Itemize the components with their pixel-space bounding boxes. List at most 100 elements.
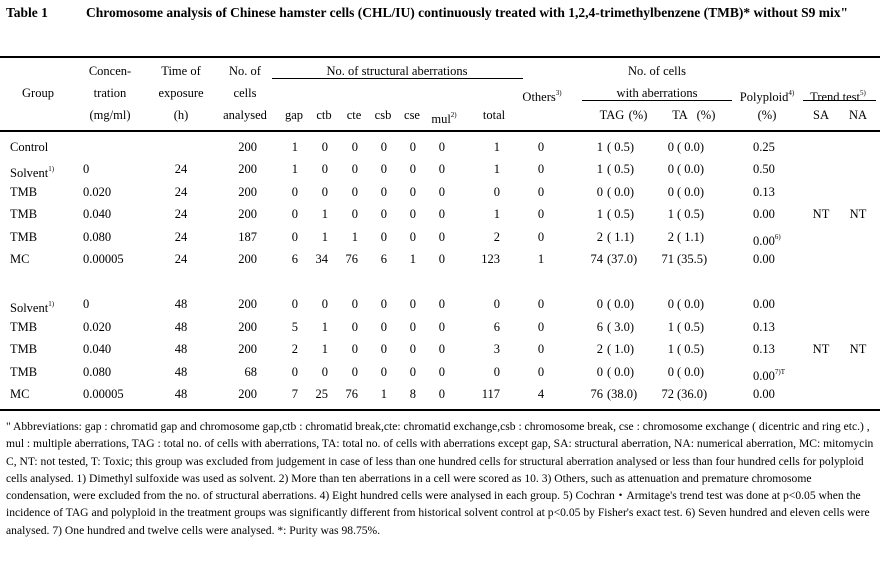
cell-polyploid: 0.13 — [753, 320, 775, 334]
footnote-marker: 6) — [774, 233, 781, 241]
cell-group: Solvent1) — [10, 165, 55, 180]
bottom-rule — [0, 409, 880, 411]
cell-time: 48 — [174, 297, 188, 311]
cell-tag-pct: ( 0.0) — [607, 365, 635, 379]
cell-time: 48 — [174, 365, 188, 379]
cell-cells-analysed: 187 — [238, 230, 257, 244]
cell-cells-analysed: 200 — [238, 387, 257, 401]
structural-span-line — [272, 78, 523, 79]
cell-group: Control — [10, 140, 49, 154]
cell-group: TMB — [10, 342, 38, 356]
cell-gap: 1 — [291, 140, 298, 154]
header-ab-col: (%) — [696, 108, 716, 122]
cell-cells-analysed: 200 — [238, 297, 257, 311]
cell-ta-pct: ( 1.1) — [677, 230, 705, 244]
footnote-marker: 1) — [48, 300, 55, 308]
table-title: Chromosome analysis of Chinese hamster c… — [86, 5, 848, 20]
header-cse: cse — [404, 108, 420, 122]
cell-cells-analysed: 200 — [238, 185, 257, 199]
cell-polyploid: 0.13 — [753, 342, 775, 356]
cell-total: 0 — [493, 365, 500, 379]
cell-others: 0 — [537, 297, 545, 311]
cell-ctb: 1 — [321, 320, 328, 334]
cell-cells-analysed: 200 — [238, 252, 257, 266]
cell-gap: 0 — [291, 297, 298, 311]
cell-cte: 1 — [351, 230, 358, 244]
cell-na: NT — [849, 342, 867, 356]
cell-mul: 0 — [438, 342, 445, 356]
header-trend-test: Trend test5) — [810, 89, 866, 104]
cell-cte: 0 — [351, 207, 358, 221]
cell-gap: 0 — [291, 185, 298, 199]
header-cells: No. of — [229, 64, 261, 78]
cell-mul: 0 — [438, 140, 445, 154]
cell-group: TMB — [10, 185, 38, 199]
cell-others: 0 — [537, 207, 545, 221]
header-with-aberrations: with aberrations — [616, 86, 698, 100]
header-time: Time of — [161, 64, 201, 78]
cell-cte: 0 — [351, 297, 358, 311]
cell-others: 0 — [537, 342, 545, 356]
cell-polyploid: 0.00 — [753, 297, 775, 311]
cell-ta: 1 — [667, 342, 674, 356]
cell-tag: 76 — [590, 387, 604, 401]
cell-tag-pct: ( 0.5) — [607, 207, 635, 221]
header-ctb: ctb — [316, 108, 332, 122]
cell-cte: 0 — [351, 365, 358, 379]
header-gap: gap — [284, 108, 304, 122]
cell-ta: 2 — [667, 230, 674, 244]
cell-group: TMB — [10, 365, 38, 379]
cell-polyploid: 0.13 — [753, 185, 775, 199]
cell-ta: 0 — [667, 365, 674, 379]
cell-cells-analysed: 200 — [238, 140, 257, 154]
header-cte: cte — [346, 108, 362, 122]
cell-sa: NT — [812, 342, 830, 356]
cell-ctb: 1 — [321, 207, 328, 221]
cell-time: 24 — [174, 207, 188, 221]
cell-ctb: 0 — [321, 365, 328, 379]
cell-group: TMB — [10, 230, 38, 244]
cell-others: 0 — [537, 162, 545, 176]
cell-total: 117 — [481, 387, 500, 401]
footnote-marker: 3) — [555, 89, 562, 97]
cell-others: 0 — [537, 320, 545, 334]
cell-csb: 0 — [380, 185, 387, 199]
cell-concentration: 0.00005 — [83, 387, 124, 401]
cell-cse: 0 — [409, 140, 416, 154]
cell-polyploid: 0.00 — [753, 387, 775, 401]
cell-csb: 6 — [380, 252, 387, 266]
cell-ta: 72 — [661, 387, 675, 401]
cell-tag-pct: ( 0.0) — [607, 185, 635, 199]
cell-ta-pct: (35.5) — [677, 252, 708, 266]
cell-cse: 0 — [409, 297, 416, 311]
cell-ta-pct: ( 0.0) — [677, 162, 705, 176]
cell-total: 2 — [493, 230, 500, 244]
cell-csb: 1 — [380, 387, 387, 401]
cell-gap: 2 — [291, 342, 298, 356]
cell-csb: 0 — [380, 320, 387, 334]
cell-tag: 1 — [596, 162, 603, 176]
cell-total: 3 — [493, 342, 500, 356]
cell-cse: 0 — [409, 320, 416, 334]
cell-polyploid: 0.00 — [753, 252, 775, 266]
cell-ta: 0 — [667, 297, 674, 311]
cell-gap: 0 — [291, 207, 298, 221]
cell-group: MC — [10, 252, 30, 266]
cell-tag: 1 — [596, 207, 603, 221]
cell-csb: 0 — [380, 342, 387, 356]
cell-polyploid: 0.007)T — [753, 368, 785, 383]
cell-mul: 0 — [438, 365, 445, 379]
cell-mul: 0 — [438, 297, 445, 311]
cell-time: 24 — [174, 230, 188, 244]
cells-span-line — [582, 100, 732, 101]
header-rule — [0, 130, 880, 132]
cell-ta: 0 — [667, 140, 674, 154]
cell-ta-pct: ( 0.0) — [677, 185, 705, 199]
cell-cse: 1 — [409, 252, 416, 266]
header-mul: mul2) — [431, 111, 457, 126]
cell-concentration: 0.040 — [83, 342, 112, 356]
cell-others: 0 — [537, 365, 545, 379]
cell-total: 123 — [481, 252, 500, 266]
cell-polyploid: 0.25 — [753, 140, 775, 154]
cell-csb: 0 — [380, 365, 387, 379]
